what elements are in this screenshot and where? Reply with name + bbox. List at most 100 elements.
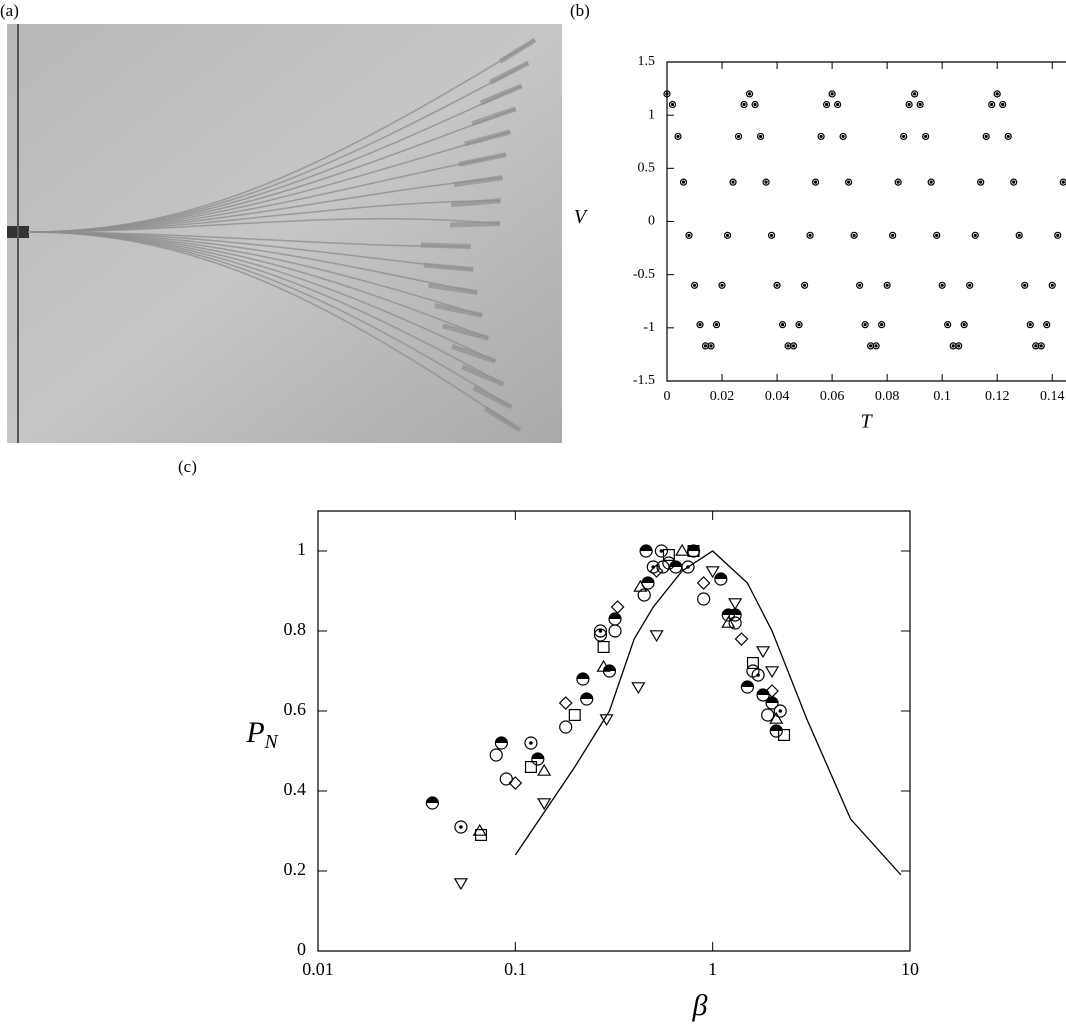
flap — [458, 152, 507, 167]
marker-part — [929, 180, 933, 184]
marker-part — [679, 178, 688, 186]
marker-part — [841, 134, 845, 139]
marker — [938, 281, 946, 289]
x-axis-label: β — [692, 989, 708, 1022]
marker — [773, 281, 781, 289]
marker-part — [765, 666, 780, 679]
marker-part — [861, 321, 869, 329]
y-tick-label: 0.6 — [284, 699, 307, 719]
marker-part — [576, 673, 589, 679]
marker-part — [951, 344, 955, 348]
marker — [800, 281, 809, 289]
marker-part — [891, 233, 895, 237]
marker-part — [524, 736, 538, 750]
marker-part — [762, 178, 770, 186]
marker-part — [755, 646, 771, 659]
marker — [537, 798, 552, 811]
marker-part — [531, 753, 544, 759]
marker-part — [878, 321, 886, 329]
marker-part — [927, 178, 935, 186]
photo-content — [7, 24, 537, 443]
marker — [599, 714, 614, 727]
marker — [675, 543, 690, 556]
x-tick-label: 0.06 — [820, 389, 845, 404]
marker-part — [559, 720, 573, 734]
marker-part — [894, 178, 902, 186]
marker — [654, 544, 669, 558]
marker-part — [756, 673, 760, 677]
marker — [773, 704, 787, 718]
marker-part — [734, 132, 743, 141]
marker-part — [791, 344, 796, 348]
marker-part — [811, 178, 820, 186]
marker-part — [1048, 281, 1056, 289]
flap — [471, 106, 517, 127]
marker-part — [839, 132, 847, 141]
marker-part — [703, 344, 708, 348]
marker-part — [797, 323, 801, 327]
marker — [679, 178, 688, 186]
y-tick-label: 0 — [648, 214, 655, 229]
marker-part — [990, 102, 994, 107]
marker — [856, 281, 864, 289]
marker-part — [609, 613, 622, 619]
marker-part — [728, 598, 743, 611]
marker-part — [751, 668, 765, 682]
filament — [27, 231, 521, 431]
marker — [631, 682, 646, 695]
marker-part — [681, 180, 686, 184]
flap — [483, 406, 522, 433]
marker-part — [946, 323, 950, 327]
marker — [729, 178, 737, 186]
marker — [861, 321, 869, 329]
marker-part — [982, 132, 990, 141]
marker-part — [687, 544, 700, 557]
marker — [817, 132, 825, 141]
marker-part — [1050, 283, 1054, 287]
marker-part — [718, 281, 726, 289]
marker — [593, 624, 608, 638]
marker-part — [758, 134, 763, 139]
marker — [524, 760, 537, 773]
marker-part — [558, 696, 573, 710]
marker-part — [1004, 132, 1012, 141]
marker-part — [995, 92, 999, 96]
marker-part — [426, 797, 439, 803]
marker-part — [508, 776, 523, 790]
marker-part — [537, 798, 552, 811]
marker — [718, 281, 726, 289]
marker-part — [935, 233, 939, 237]
marker — [1026, 321, 1034, 329]
marker — [453, 878, 468, 891]
marker-part — [780, 323, 785, 327]
marker — [668, 100, 677, 109]
marker — [922, 132, 930, 141]
marker — [1043, 321, 1051, 329]
marker-part — [692, 283, 697, 287]
marker — [712, 321, 721, 329]
marker-part — [751, 100, 759, 109]
marker — [755, 646, 771, 659]
marker — [454, 820, 468, 834]
marker-part — [640, 545, 653, 551]
flap — [498, 37, 537, 64]
marker-part — [988, 100, 996, 109]
marker-part — [1056, 233, 1060, 237]
marker-part — [705, 566, 720, 579]
flap — [450, 198, 501, 208]
marker — [1021, 281, 1029, 289]
flap — [461, 364, 505, 387]
y-tick-label: -1 — [643, 320, 655, 335]
marker-part — [933, 231, 941, 239]
marker — [977, 178, 985, 186]
marker-part — [637, 588, 651, 602]
marker-part — [957, 344, 961, 348]
marker-part — [786, 344, 790, 348]
y-tick-label: 0.8 — [284, 619, 307, 639]
marker — [789, 342, 798, 350]
x-tick-label: 0.04 — [765, 389, 790, 404]
marker-part — [993, 90, 1001, 98]
marker-part — [745, 90, 754, 98]
marker-part — [568, 708, 581, 721]
y-tick-label: -0.5 — [633, 267, 655, 282]
